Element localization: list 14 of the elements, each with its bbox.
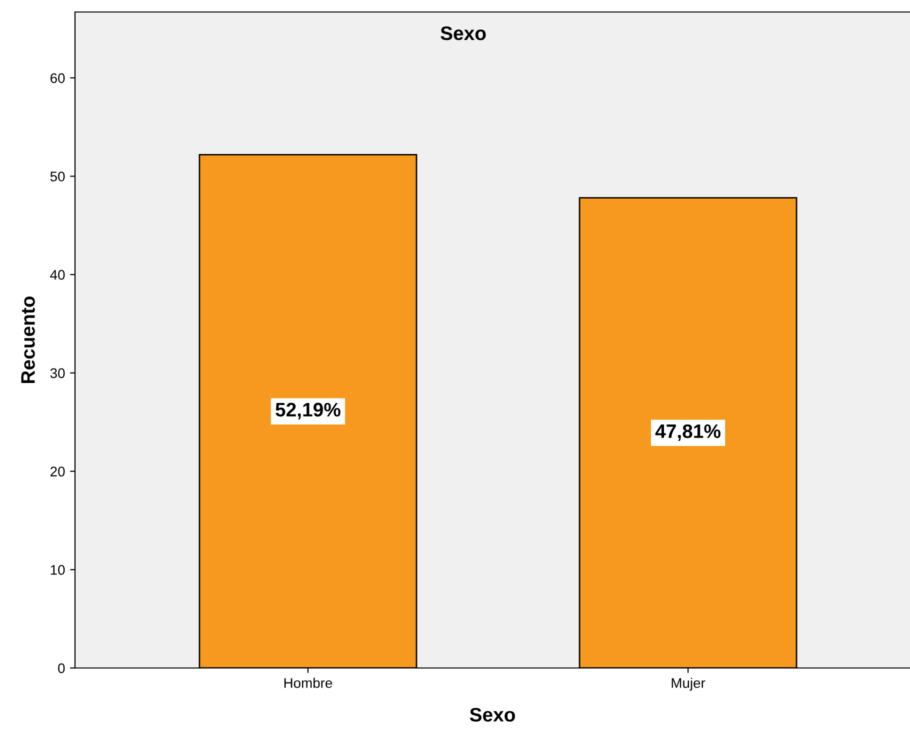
y-tick-label: 40 [50,270,65,280]
x-axis-title: Sexo [470,708,515,722]
y-axis-title: Recuento [21,296,35,383]
data-label: 52,19% [276,402,340,420]
data-label: 47,81% [655,424,721,441]
y-tick-label: 50 [50,172,65,182]
x-tick-label: Mujer [672,678,706,691]
x-tick-label: Hombre [284,678,332,688]
text: Sexo [440,26,486,40]
y-tick-label: 10 [50,564,65,575]
y-tick-label: 0 [58,663,65,674]
y-tick-label: 30 [50,368,65,378]
y-tick-label: 60 [50,73,65,84]
y-tick-label: 20 [50,466,65,476]
